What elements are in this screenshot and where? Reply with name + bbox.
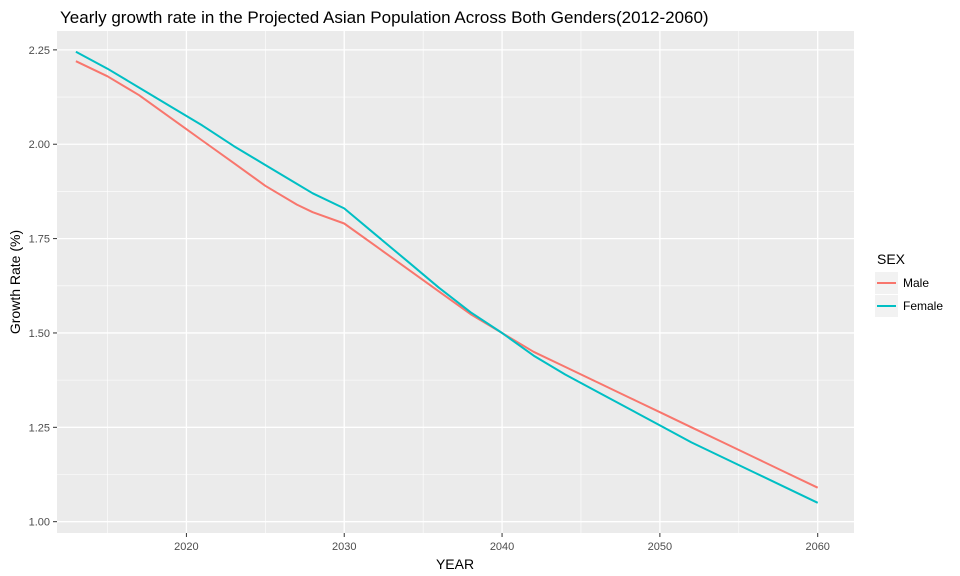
x-tick-label: 2040 <box>490 541 514 553</box>
y-axis-ticks: 1.00 1.25 1.50 1.75 2.00 2.25 <box>29 45 57 529</box>
y-tick-label: 2.25 <box>29 45 50 57</box>
legend-label-male: Male <box>903 276 929 290</box>
plot-panel <box>57 31 854 533</box>
y-tick-label: 1.50 <box>29 328 50 340</box>
y-axis-title: Growth Rate (%) <box>7 230 23 334</box>
legend: SEX Male Female <box>875 251 943 317</box>
y-tick-label: 1.75 <box>29 234 50 246</box>
legend-label-female: Female <box>903 299 943 313</box>
y-tick-label: 1.00 <box>29 517 50 529</box>
series-line-male <box>75 60 819 489</box>
series-line-female <box>75 50 819 504</box>
x-tick-label: 2060 <box>805 541 829 553</box>
y-tick-label: 2.00 <box>29 139 50 151</box>
x-axis-ticks: 2020 2030 2040 2050 2060 <box>174 533 830 553</box>
x-tick-label: 2050 <box>648 541 672 553</box>
minor-gridlines <box>57 31 854 533</box>
chart-title: Yearly growth rate in the Projected Asia… <box>60 8 709 27</box>
x-tick-label: 2030 <box>332 541 356 553</box>
series-lines <box>75 50 819 504</box>
major-gridlines <box>57 31 854 533</box>
x-tick-label: 2020 <box>174 541 198 553</box>
legend-title: SEX <box>877 251 906 267</box>
x-axis-title: YEAR <box>436 556 474 572</box>
y-tick-label: 1.25 <box>29 422 50 434</box>
